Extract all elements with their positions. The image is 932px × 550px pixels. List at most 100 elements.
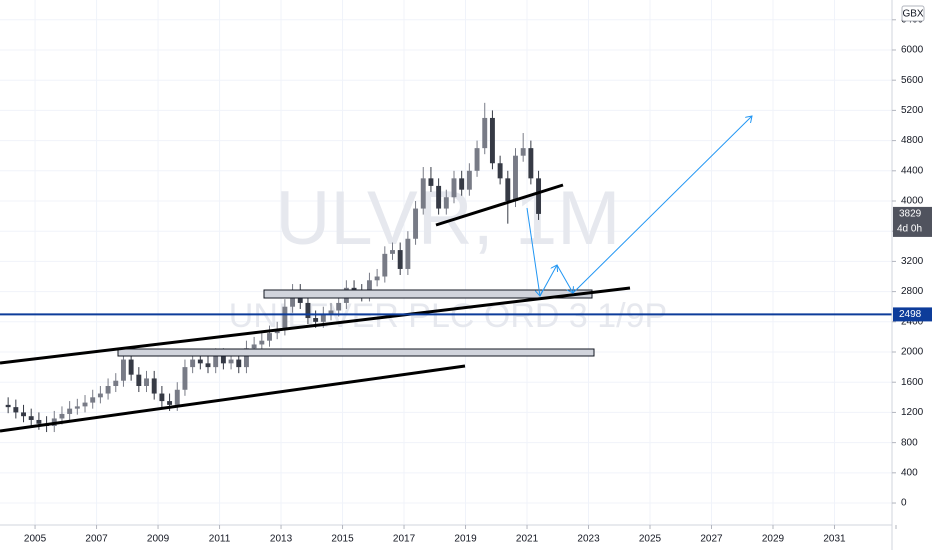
candle-body xyxy=(151,378,157,394)
candle-body xyxy=(328,310,334,315)
candle-body xyxy=(5,404,11,408)
candle-body xyxy=(21,412,26,417)
x-tick-label: 2021 xyxy=(516,534,539,545)
y-tick-label: 1600 xyxy=(901,377,924,388)
candle-body xyxy=(113,380,119,386)
candle-body xyxy=(228,359,234,364)
axes: 0400800120016002000240028003200360040004… xyxy=(24,14,932,545)
candle-body xyxy=(144,378,149,386)
x-tick-label: 2027 xyxy=(700,534,723,545)
y-tick-label: 4000 xyxy=(901,196,924,207)
x-tick-label: 2029 xyxy=(762,534,785,545)
x-tick-label: 2015 xyxy=(331,534,354,545)
candle-body xyxy=(382,253,388,277)
trend-line xyxy=(0,286,631,365)
candle-body xyxy=(251,344,257,349)
candle-body xyxy=(90,397,96,403)
candle-body xyxy=(190,359,196,368)
candle-body xyxy=(205,363,211,368)
candle-body xyxy=(13,407,19,413)
arrow xyxy=(572,116,752,294)
candle-body xyxy=(74,406,80,409)
candle-body xyxy=(128,359,134,375)
y-tick-label: 4400 xyxy=(901,165,924,176)
candle-body xyxy=(320,314,326,322)
candle-body xyxy=(482,117,488,149)
candle-body xyxy=(36,419,42,424)
candle-body xyxy=(405,238,411,269)
candle-body xyxy=(174,389,180,405)
drawings xyxy=(0,116,752,433)
arrow xyxy=(556,264,573,293)
x-tick-label: 2011 xyxy=(209,534,231,545)
candle-body xyxy=(528,148,534,179)
price-line-label-bg xyxy=(893,307,932,322)
x-tick-label: 2023 xyxy=(577,534,600,545)
y-tick-label: 5200 xyxy=(901,105,924,116)
currency-box xyxy=(901,5,925,22)
candle-body xyxy=(474,148,480,171)
x-tick-label: 2013 xyxy=(270,534,293,545)
candle-body xyxy=(520,148,526,156)
y-tick-label: 6000 xyxy=(901,45,924,56)
y-tick-label: 2800 xyxy=(901,286,924,297)
currency: GBX xyxy=(902,9,923,20)
candle-body xyxy=(313,318,319,322)
candle-body xyxy=(220,355,226,364)
candle-body xyxy=(366,280,372,296)
watermark-symbol: ULVR, 1M xyxy=(276,176,621,261)
y-tick-label: 5600 xyxy=(901,75,924,86)
candle-body xyxy=(243,348,249,368)
candle-body xyxy=(259,340,265,345)
trend-line xyxy=(435,183,564,227)
candle-body xyxy=(67,408,73,414)
countdown: 4d 0h xyxy=(897,224,922,235)
candle-body xyxy=(505,178,511,201)
y-tick-label: 2000 xyxy=(901,347,924,358)
candle-body xyxy=(513,155,518,201)
time-axis xyxy=(0,525,892,550)
candle-body xyxy=(489,117,495,164)
candle-body xyxy=(182,367,188,390)
zone-rect xyxy=(117,348,595,357)
candle-body xyxy=(136,374,142,386)
candle-body xyxy=(267,333,272,341)
x-tick-label: 2031 xyxy=(823,534,846,545)
grid xyxy=(0,0,892,525)
price-line-label: 2498 xyxy=(899,309,922,320)
y-tick-label: 4800 xyxy=(901,135,924,146)
candle-body xyxy=(420,178,426,209)
candle-body xyxy=(167,401,173,405)
candle-body xyxy=(428,178,434,186)
candle-body xyxy=(82,402,88,407)
watermark-name: UNILEVER PLC ORD 3 1/9P xyxy=(229,297,667,335)
candle-body xyxy=(336,302,342,311)
candle-body xyxy=(97,393,103,398)
candle-body xyxy=(497,163,503,179)
candle-body xyxy=(120,359,126,381)
arrow xyxy=(526,207,540,296)
candle-body xyxy=(436,185,442,209)
candle-body xyxy=(443,197,449,209)
x-tick-label: 2017 xyxy=(393,534,416,545)
y-tick-label: 1200 xyxy=(901,407,924,418)
x-tick-label: 2025 xyxy=(639,534,662,545)
trend-line xyxy=(0,364,466,433)
candle-body xyxy=(413,208,419,239)
candle-body xyxy=(105,385,111,394)
arrow xyxy=(539,265,557,297)
candle-body xyxy=(59,413,65,419)
x-tick-label: 2005 xyxy=(24,534,47,545)
last-price-label: 3829 xyxy=(899,209,922,220)
x-tick-label: 2019 xyxy=(454,534,477,545)
price-axis xyxy=(892,0,932,550)
candle-body xyxy=(374,276,380,281)
candle-body xyxy=(236,359,242,368)
candle-body xyxy=(305,302,311,319)
y-tick-label: 400 xyxy=(901,467,918,478)
candle-body xyxy=(397,250,403,269)
candle-body xyxy=(213,355,219,368)
x-tick-label: 2007 xyxy=(85,534,108,545)
candle-body xyxy=(197,359,203,364)
